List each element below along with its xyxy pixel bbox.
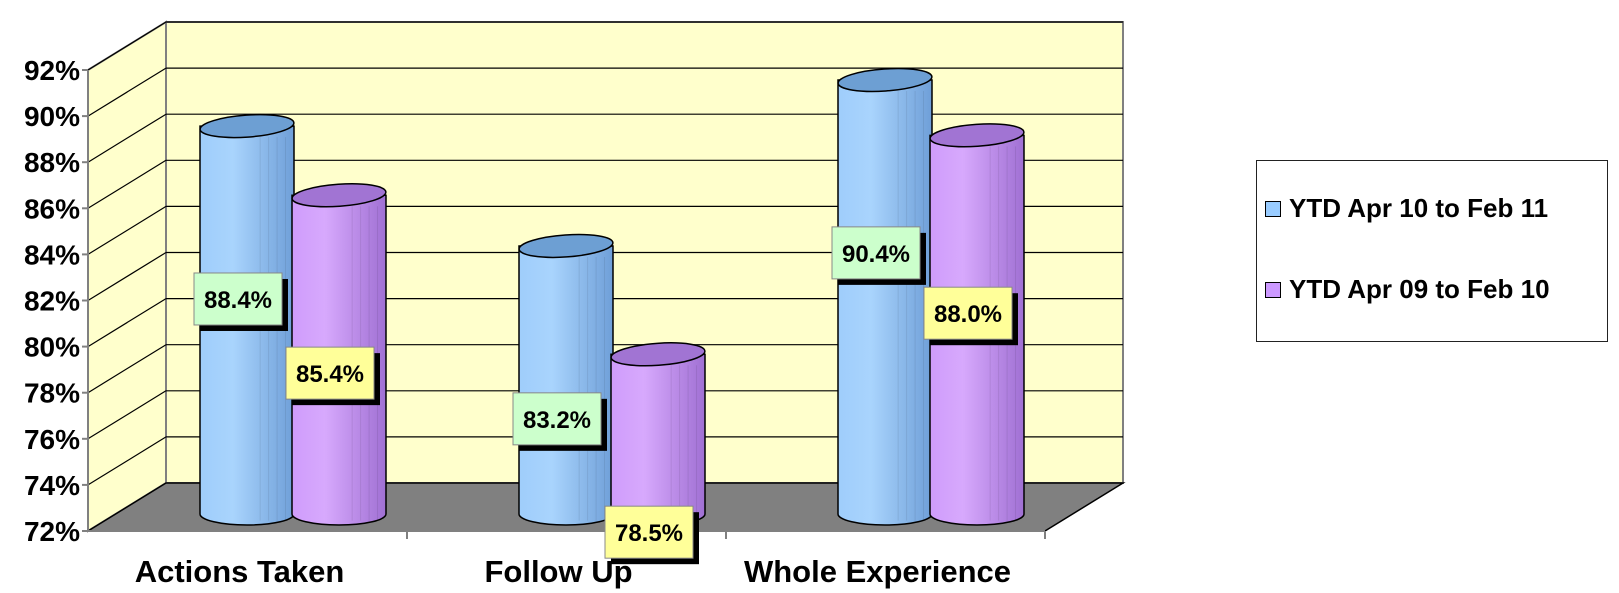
y-tick-label: 72%	[24, 516, 80, 547]
y-tick-label: 82%	[24, 286, 80, 317]
bar-top-cap	[291, 183, 387, 208]
legend: YTD Apr 10 to Feb 11 YTD Apr 09 to Feb 1…	[1256, 160, 1608, 342]
data-label-1-2: 88.0%	[923, 286, 1018, 346]
data-label-0-1: 83.2%	[512, 392, 607, 451]
data-label-0-0: 88.4%	[193, 272, 288, 331]
legend-swatch-series-1	[1265, 200, 1281, 217]
y-tick-label: 80%	[24, 332, 80, 363]
legend-label-series-2: YTD Apr 09 to Feb 10	[1289, 274, 1550, 304]
gridline-side	[87, 436, 167, 486]
data-label-text: 85.4%	[296, 361, 364, 388]
data-label-text: 88.0%	[934, 301, 1002, 328]
data-label-text: 88.4%	[204, 287, 272, 314]
data-label-text: 83.2%	[523, 407, 591, 434]
category-labels: Actions Taken Follow Up Whole Experience	[135, 554, 1011, 589]
bar-ytd-apr-10-to-feb-11-whole-experience	[837, 67, 933, 526]
category-label: Whole Experience	[744, 554, 1011, 589]
bar-body	[518, 245, 614, 526]
y-tick-label: 76%	[24, 424, 80, 455]
gridline-side	[87, 21, 167, 71]
legend-swatch-series-2	[1265, 281, 1281, 298]
data-label-1-0: 85.4%	[285, 346, 380, 406]
bar-body	[837, 79, 933, 526]
data-label-box	[285, 346, 375, 400]
data-label-box	[604, 505, 694, 559]
y-tick-label: 92%	[24, 55, 80, 86]
bar-ytd-apr-09-to-feb-10-follow-up	[610, 342, 706, 526]
legend-item-series-1: YTD Apr 10 to Feb 11	[1265, 193, 1548, 224]
gridline-side	[87, 205, 167, 255]
bar-top-cap	[518, 233, 614, 259]
data-label-box	[512, 392, 602, 446]
y-tick-label: 90%	[24, 101, 80, 132]
bar-ytd-apr-10-to-feb-11-follow-up	[518, 233, 614, 526]
legend-item-series-2: YTD Apr 09 to Feb 10	[1265, 274, 1550, 305]
y-tick-label: 84%	[24, 239, 80, 270]
y-tick-label: 74%	[24, 470, 80, 501]
data-label-1-1: 78.5%	[604, 505, 699, 565]
data-label-text: 90.4%	[842, 241, 910, 268]
bar-top-cap	[199, 113, 295, 139]
data-label-box	[193, 272, 283, 326]
y-tick-label: 88%	[24, 147, 80, 178]
gridline-side	[87, 159, 167, 209]
category-label: Actions Taken	[135, 554, 345, 589]
gridline-side	[87, 298, 167, 348]
data-label-text: 78.5%	[615, 520, 683, 547]
gridline-side	[87, 390, 167, 440]
data-label-box	[923, 286, 1013, 340]
gridline-side	[87, 67, 167, 117]
bar-top-cap	[929, 123, 1025, 148]
data-label-box	[831, 226, 921, 280]
y-tick-label: 78%	[24, 378, 80, 409]
category-label: Follow Up	[484, 554, 632, 589]
data-label-0-2: 90.4%	[831, 226, 926, 285]
gridline-side	[87, 113, 167, 163]
data-labels: 88.4% 85.4% 83.2% 78.5% 90.4% 88.0%	[193, 226, 1018, 565]
legend-label-series-1: YTD Apr 10 to Feb 11	[1289, 193, 1549, 223]
y-axis-ticks: 72% 74% 76% 78% 80% 82% 84% 86% 88% 90% 92%	[24, 55, 88, 547]
bar-top-cap	[610, 342, 706, 367]
gridline-side	[87, 344, 167, 394]
gridline-side	[87, 251, 167, 302]
bar-top-cap	[837, 67, 933, 93]
y-tick-label: 86%	[24, 193, 80, 224]
bar-body	[610, 353, 706, 526]
